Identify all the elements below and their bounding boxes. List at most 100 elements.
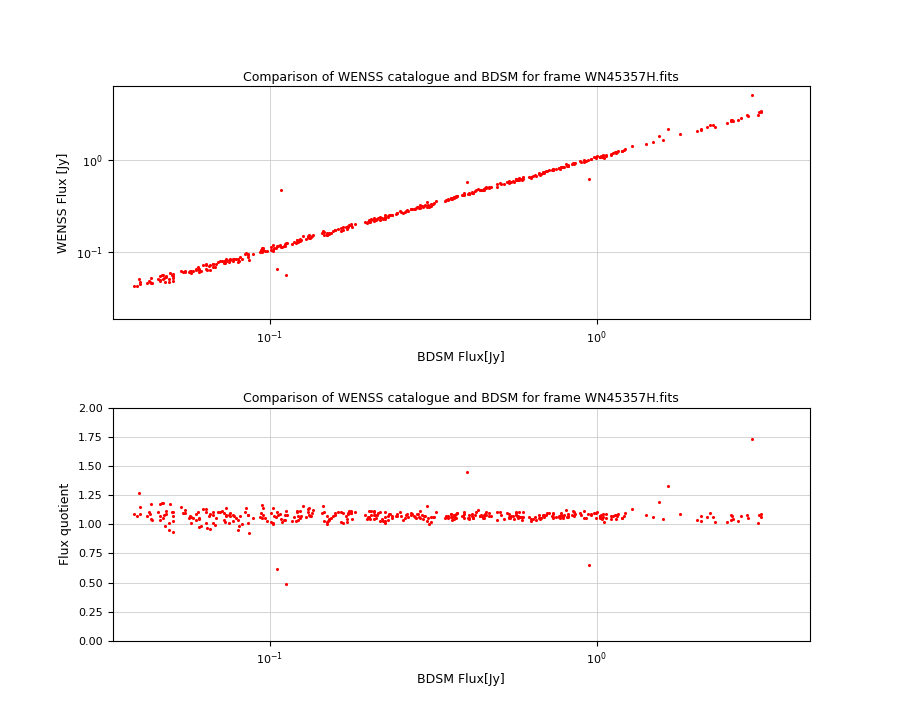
Point xyxy=(534,512,548,523)
Point xyxy=(213,256,228,267)
Point xyxy=(291,514,305,526)
Point xyxy=(592,152,607,163)
Point xyxy=(192,264,206,276)
Point xyxy=(226,255,240,266)
Point xyxy=(344,219,358,230)
Point xyxy=(385,510,400,522)
Point xyxy=(346,221,360,233)
Point xyxy=(473,509,488,521)
Point xyxy=(206,509,220,521)
Point xyxy=(279,269,293,281)
Point xyxy=(497,179,511,190)
Point xyxy=(490,514,504,526)
Point xyxy=(340,507,355,518)
Point xyxy=(426,198,440,210)
Point xyxy=(448,192,463,203)
Point xyxy=(266,240,281,251)
Point xyxy=(239,247,254,258)
Point xyxy=(413,505,428,517)
Point xyxy=(289,515,303,526)
Point xyxy=(174,502,188,513)
Point xyxy=(441,512,455,523)
Point xyxy=(364,505,379,517)
Point xyxy=(246,512,260,523)
Point xyxy=(707,121,722,132)
Point xyxy=(417,200,431,212)
Point xyxy=(444,511,458,523)
Point xyxy=(184,517,198,528)
Point xyxy=(468,186,482,197)
Point xyxy=(465,187,480,199)
Point xyxy=(376,213,391,225)
Point xyxy=(219,510,233,522)
Point xyxy=(302,230,316,241)
Point xyxy=(404,204,419,215)
Point xyxy=(617,144,632,156)
Point xyxy=(230,514,245,526)
Point xyxy=(522,171,536,183)
Point xyxy=(142,508,157,520)
Point xyxy=(406,203,420,215)
Point xyxy=(515,511,529,523)
Point xyxy=(367,214,382,225)
Point xyxy=(652,130,666,142)
Point xyxy=(515,174,529,185)
Point xyxy=(271,240,285,252)
Point xyxy=(441,194,455,205)
Point xyxy=(561,160,575,171)
Point xyxy=(639,138,653,150)
Point xyxy=(455,189,470,201)
Point xyxy=(367,212,382,224)
Point xyxy=(533,169,547,181)
Point xyxy=(184,510,198,522)
Point xyxy=(542,507,556,518)
Point xyxy=(230,253,245,265)
Point xyxy=(231,524,246,536)
Point xyxy=(411,508,426,520)
Point xyxy=(528,169,543,181)
Point xyxy=(367,505,382,516)
Point xyxy=(418,510,433,521)
Point xyxy=(412,513,427,524)
Point xyxy=(200,522,214,534)
Point xyxy=(157,272,171,284)
Point xyxy=(202,259,217,271)
Point xyxy=(253,246,267,257)
Point xyxy=(163,267,177,279)
Point xyxy=(484,181,499,193)
Point xyxy=(593,151,608,163)
Point xyxy=(554,161,569,173)
Point xyxy=(707,516,722,528)
Point xyxy=(477,509,491,521)
Point xyxy=(561,161,575,172)
Point xyxy=(478,509,492,521)
Point xyxy=(446,509,461,521)
Point xyxy=(162,276,176,287)
Point xyxy=(449,192,464,203)
Point xyxy=(404,510,419,521)
Point xyxy=(274,184,288,196)
Point xyxy=(546,164,561,176)
Point xyxy=(511,510,526,522)
Point xyxy=(584,153,598,165)
X-axis label: BDSM Flux[Jy]: BDSM Flux[Jy] xyxy=(418,672,505,685)
Point xyxy=(373,516,387,527)
Point xyxy=(501,511,516,523)
Point xyxy=(469,184,483,196)
Point xyxy=(597,516,611,527)
Point xyxy=(340,508,355,520)
Point xyxy=(419,201,434,212)
Point xyxy=(617,510,632,522)
Point xyxy=(411,201,426,212)
Point xyxy=(412,202,427,213)
Point xyxy=(561,508,575,520)
Point xyxy=(269,263,284,274)
Point xyxy=(320,518,334,529)
Point xyxy=(506,510,520,522)
Point xyxy=(536,511,551,523)
Point xyxy=(306,229,320,240)
Point xyxy=(166,269,180,280)
Point xyxy=(465,512,480,523)
Point xyxy=(462,188,476,199)
Point xyxy=(344,507,358,518)
